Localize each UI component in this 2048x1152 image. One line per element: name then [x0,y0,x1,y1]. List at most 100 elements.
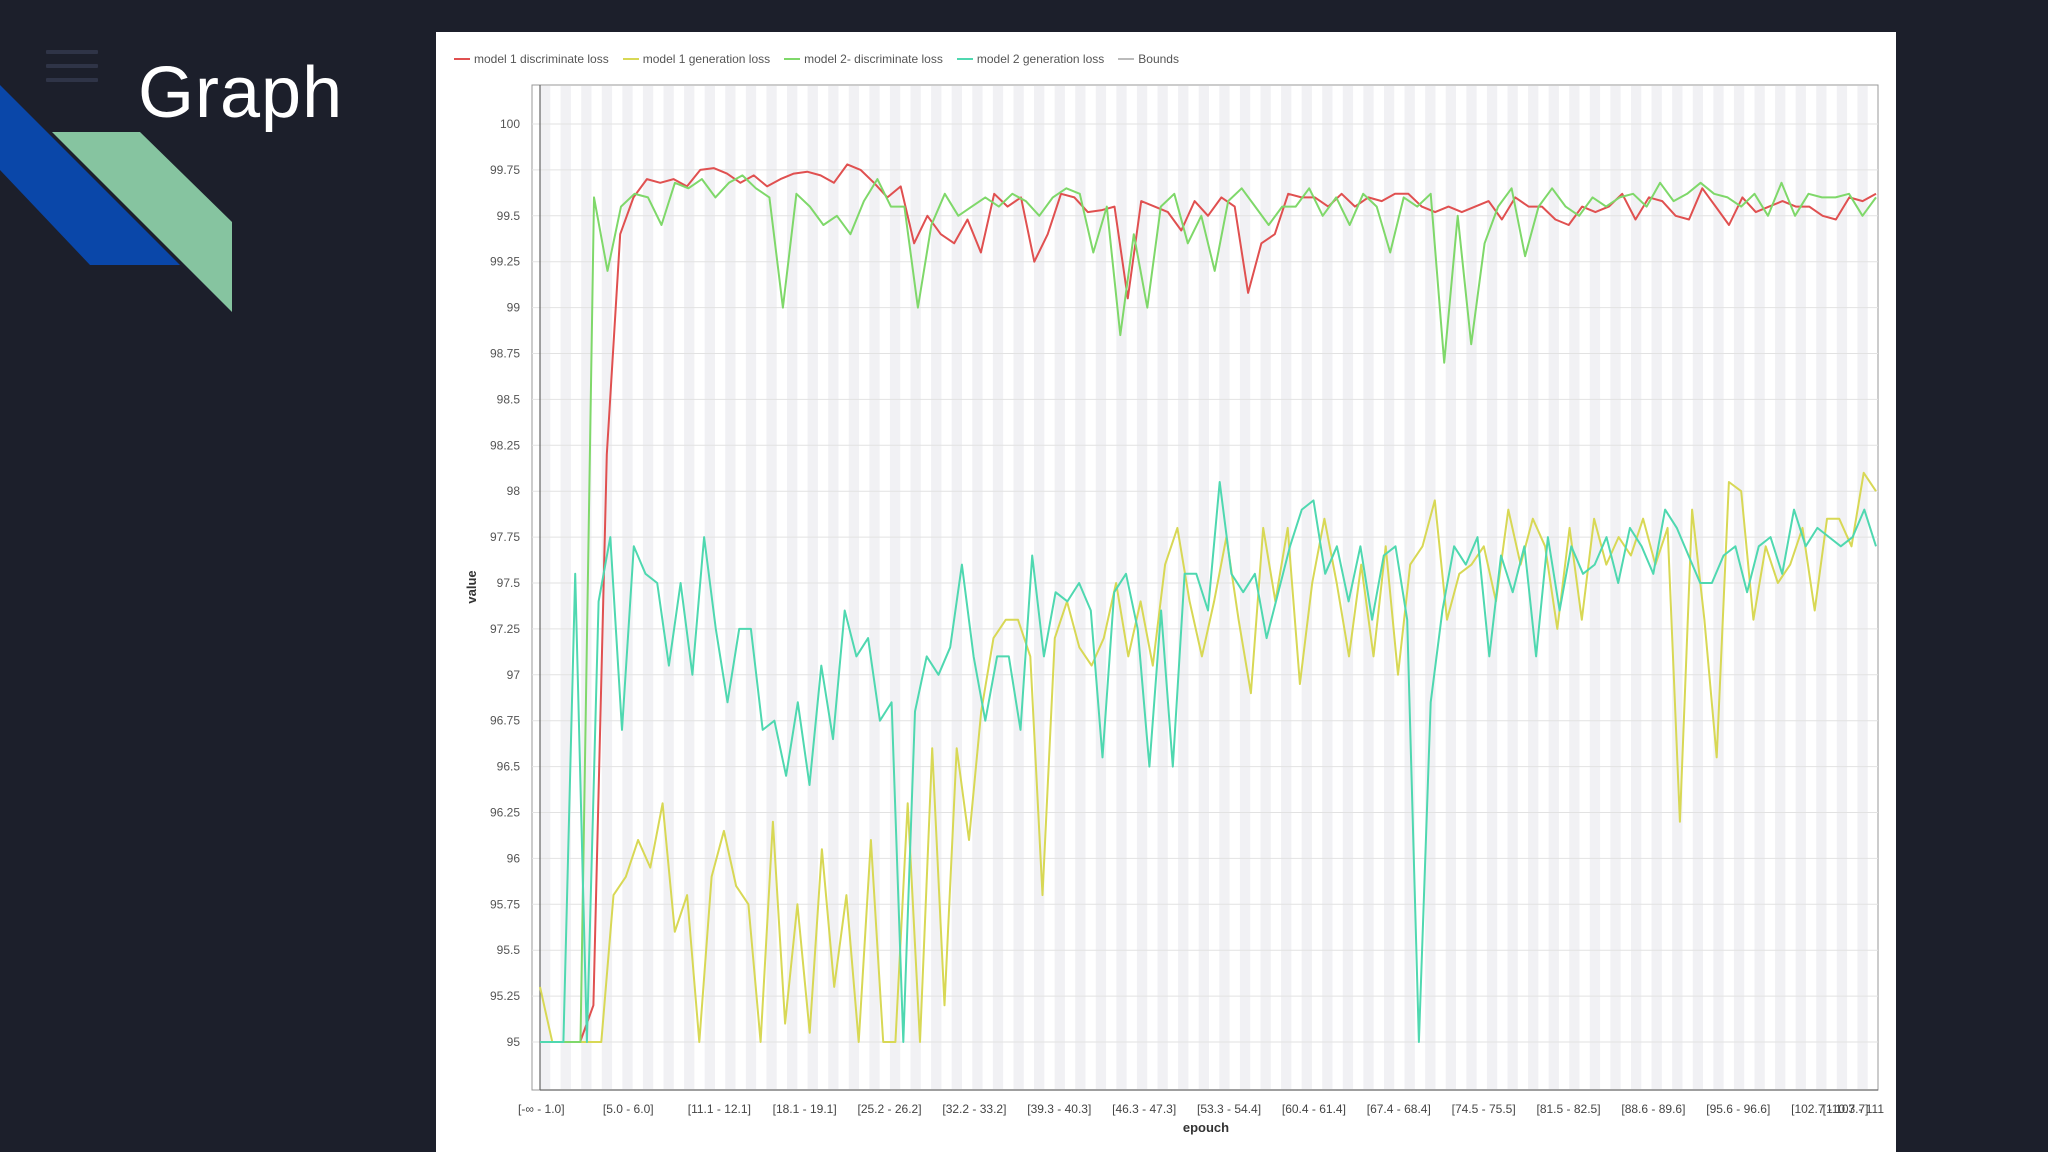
grid-stripe [725,86,736,1089]
grid-stripe [889,86,901,1089]
legend-label: model 2 generation loss [976,52,1105,66]
grid-stripe [1857,86,1868,1089]
x-tick-label: [102.7 - 103.7] [1791,1102,1868,1116]
series-line [539,471,1877,1043]
y-tick-label: 95.5 [497,943,521,957]
grid-stripe [766,86,777,1089]
grid-stripe [642,86,654,1089]
grid-stripe [848,86,860,1089]
legend-item: model 1 discriminate loss [454,52,609,66]
slide-title: Graph [138,53,344,133]
y-tick-label: 95.25 [490,989,520,1003]
chart-legend: model 1 discriminate loss model 1 generat… [454,52,1179,66]
grid-stripe [622,86,633,1089]
x-tick-label: [53.3 - 54.4] [1197,1102,1261,1116]
grid-stripe [1692,86,1704,1089]
x-tick-label: [39.3 - 40.3] [1027,1102,1091,1116]
grid-stripe [992,86,1004,1089]
x-tick-label: [110.7 - 111 [1823,1102,1885,1116]
grid-stripe [1630,86,1642,1089]
grid-stripe [1672,86,1683,1089]
y-tick-label: 99.75 [490,163,520,177]
legend-label: model 1 discriminate loss [474,52,609,66]
y-tick-label: 97 [507,668,521,682]
y-tick-label: 98.25 [490,438,520,452]
grid-stripe [745,86,757,1089]
x-tick-label: [67.4 - 68.4] [1367,1102,1431,1116]
legend-item: model 1 generation loss [622,52,771,66]
grid-stripe [1651,86,1662,1089]
series-line [540,481,1877,1043]
y-tick-label: 98.5 [497,392,521,406]
grid-stripe [951,86,962,1089]
grid-stripe [601,86,613,1089]
grid-stripe [1528,86,1539,1089]
legend-swatch [454,58,470,60]
y-tick-label: 96.75 [490,714,520,728]
series-line [540,174,1877,1043]
y-tick-label: 97.25 [490,622,520,636]
grid-stripe [1219,86,1230,1089]
grid-stripe [1425,86,1436,1089]
y-tick-label: 99 [507,301,521,315]
legend-label: model 2- discriminate loss [804,52,943,66]
grid-stripe [1198,86,1209,1089]
grid-stripe [560,86,571,1089]
grid-stripe [1548,86,1559,1089]
y-tick-label: 95.75 [490,897,520,911]
grid-stripe [1795,86,1806,1089]
y-tick-label: 96 [507,851,521,865]
grid-stripe [1507,86,1518,1089]
grid-stripe [807,86,818,1089]
grid-stripe [1260,86,1271,1089]
legend-swatch [784,58,801,60]
grid-stripe [1733,86,1745,1089]
grid-stripe [1713,86,1724,1089]
grid-stripe [581,86,592,1089]
grid-stripe [1095,86,1107,1089]
y-tick-label: 99.25 [490,255,520,269]
grid-stripe [1013,86,1024,1089]
grid-stripe [910,86,921,1089]
grid-stripe [1404,86,1415,1089]
legend-label: Bounds [1138,52,1179,66]
x-tick-label: [60.4 - 61.4] [1282,1102,1346,1116]
grid-stripe [1054,86,1065,1089]
grid-stripe [1610,86,1621,1089]
y-tick-label: 98 [507,484,521,498]
y-tick-label: 100 [500,117,520,131]
x-tick-label: [18.1 - 19.1] [773,1102,837,1116]
grid-stripe [684,86,695,1089]
y-tick-label: 97.75 [490,530,520,544]
x-tick-label: [88.6 - 89.6] [1621,1102,1685,1116]
x-tick-label: [25.2 - 26.2] [858,1102,922,1116]
x-tick-label: [46.3 - 47.3] [1112,1102,1176,1116]
x-tick-label: [-∞ - 1.0] [518,1102,565,1116]
grid-stripe [663,86,674,1089]
grid-stripe [1569,86,1580,1089]
x-tick-label: [81.5 - 82.5] [1537,1102,1601,1116]
x-tick-label: [32.2 - 33.2] [942,1102,1006,1116]
y-tick-label: 96.5 [497,760,521,774]
grid-stripe [540,86,551,1089]
legend-item: model 2 generation loss [956,52,1105,66]
grid-stripe [1301,86,1312,1089]
grid-stripe [1836,86,1848,1089]
grid-stripe [1116,86,1127,1089]
grid-stripe [1816,86,1827,1089]
legend-label: model 1 generation loss [642,52,771,66]
grid-stripe [1589,86,1601,1089]
hamburger-menu-icon[interactable] [46,50,98,84]
line-chart: 100 99.75 99.5 99.25 99 98.75 98.5 98.25 98 97.75… [464,84,1885,1135]
grid-stripe [1034,86,1045,1089]
legend-item: Bounds [1118,52,1179,66]
y-tick-label: 96.25 [490,806,520,820]
series-line [540,163,1877,1043]
grid-stripe [931,86,942,1089]
grid-stripe [869,86,880,1089]
legend-swatch [956,58,973,60]
grid-stripe [1322,86,1333,1089]
y-tick-label: 95 [507,1035,521,1049]
decorative-stripes [0,85,232,312]
legend-swatch [622,58,639,60]
